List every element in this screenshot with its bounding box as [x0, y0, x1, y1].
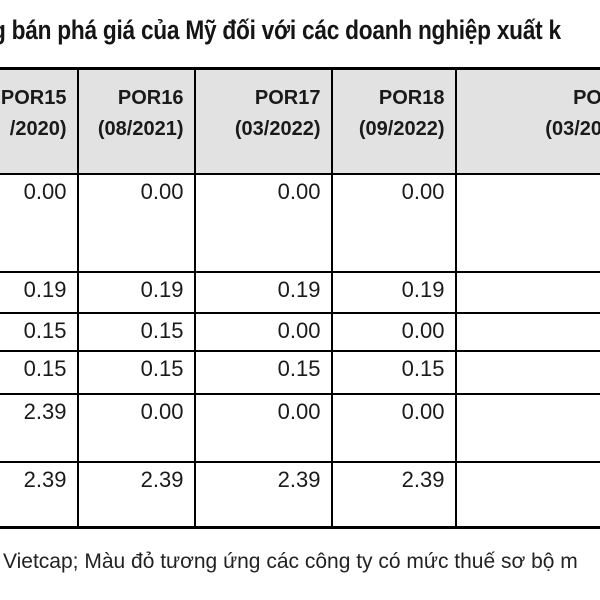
duty-value-cell: 0.00 — [193, 172, 333, 273]
period-label: PO — [573, 87, 600, 109]
duty-value-cell: 0.00 — [0, 172, 79, 273]
duty-value-cell: 0.00 — [193, 392, 333, 463]
period-label: POR16 — [117, 87, 184, 109]
column-header-por19: PO (03/20 — [454, 67, 600, 175]
table-row: 0.19 0.19 0.19 0.19 — [0, 270, 600, 314]
table-row: 0.15 0.15 0.15 0.15 — [0, 349, 600, 395]
table-row: 0.15 0.15 0.00 0.00 — [0, 311, 600, 352]
page-title: g bán phá giá của Mỹ đối với các doanh n… — [0, 15, 561, 45]
duty-value-cell: 2.39 — [0, 392, 79, 463]
duty-value-cell: 0.15 — [0, 311, 79, 352]
duty-value-cell: 2.39 — [0, 460, 79, 529]
period-date: /2020) — [9, 118, 67, 140]
period-date: (08/2021) — [97, 118, 184, 140]
duty-value-cell: 0.19 — [0, 270, 79, 314]
duty-value-cell: 0.19 — [193, 270, 333, 314]
duty-value-cell: 0.00 — [330, 392, 457, 463]
duty-value-cell: 0.19 — [76, 270, 196, 314]
column-header-por16: POR16 (08/2021) — [76, 67, 196, 175]
duty-value-cell: 0.00 — [76, 172, 196, 273]
table-row: 2.39 0.00 0.00 0.00 — [0, 392, 600, 463]
duty-value-cell: 0.15 — [193, 349, 333, 395]
duty-value-cell: 2.39 — [330, 460, 457, 529]
duty-value-cell — [454, 460, 600, 529]
column-header-por15: POR15 /2020) — [0, 67, 79, 175]
period-date: (03/2022) — [234, 118, 321, 140]
duty-value-cell: 0.15 — [76, 349, 196, 395]
duty-value-cell: 0.15 — [0, 349, 79, 395]
period-date: (03/20 — [545, 118, 600, 140]
period-date: (09/2022) — [358, 118, 445, 140]
duty-value-cell: 2.39 — [193, 460, 333, 529]
duty-value-cell — [454, 311, 600, 352]
header-row: POR15 /2020) POR16 (08/2021) POR17 (03/2… — [0, 67, 600, 175]
duty-value-cell: 0.00 — [193, 311, 333, 352]
column-header-por17: POR17 (03/2022) — [193, 67, 333, 175]
duty-value-cell — [454, 270, 600, 314]
source-note: Vietcap; Màu đỏ tương ứng các công ty có… — [3, 550, 578, 573]
duty-value-cell: 0.00 — [330, 311, 457, 352]
duty-value-cell: 2.39 — [76, 460, 196, 529]
duty-value-cell — [454, 392, 600, 463]
duty-value-cell: 0.15 — [330, 349, 457, 395]
duty-value-cell: 0.19 — [330, 270, 457, 314]
anti-dumping-duty-table: POR15 /2020) POR16 (08/2021) POR17 (03/2… — [0, 67, 600, 529]
table-row: 0.00 0.00 0.00 0.00 — [0, 172, 600, 273]
duty-value-cell — [454, 172, 600, 273]
period-label: POR15 — [0, 87, 67, 109]
table-body: 0.00 0.00 0.00 0.00 0.19 0.19 0.19 0.19 0.15 0.15… — [0, 172, 600, 529]
duty-value-cell — [454, 349, 600, 395]
table-header: POR15 /2020) POR16 (08/2021) POR17 (03/2… — [0, 67, 600, 175]
column-header-por18: POR18 (09/2022) — [330, 67, 457, 175]
duty-value-cell: 0.00 — [330, 172, 457, 273]
duty-value-cell: 0.15 — [76, 311, 196, 352]
period-label: POR17 — [254, 87, 321, 109]
period-label: POR18 — [378, 87, 445, 109]
table-row: 2.39 2.39 2.39 2.39 — [0, 460, 600, 529]
duty-value-cell: 0.00 — [76, 392, 196, 463]
